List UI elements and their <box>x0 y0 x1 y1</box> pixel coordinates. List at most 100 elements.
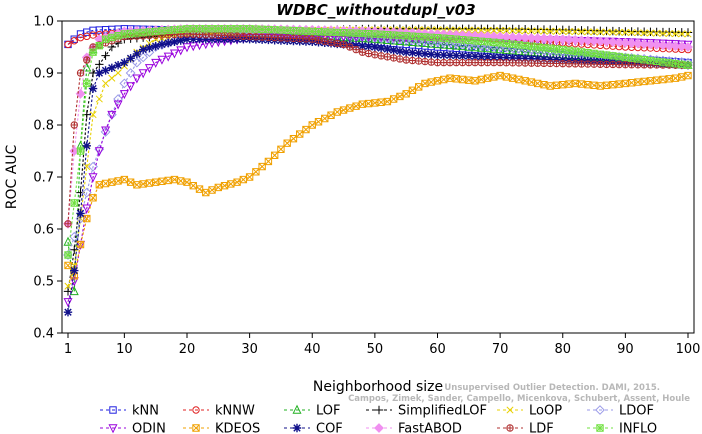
data-point-loop <box>628 29 636 37</box>
data-point-kdeos <box>371 99 379 107</box>
data-point-inflo <box>101 35 110 43</box>
data-point-inflo <box>383 31 392 39</box>
data-point-ldf <box>440 58 448 67</box>
data-point-kdeos <box>101 179 110 188</box>
data-point-ldf <box>502 59 511 67</box>
data-point-inflo <box>220 25 229 33</box>
data-point-inflo <box>333 28 341 37</box>
data-point-inflo <box>346 29 354 37</box>
data-point-kdeos <box>202 188 210 197</box>
data-point-kdeos <box>596 82 605 90</box>
data-point-loop <box>621 28 629 36</box>
data-point-kdeos <box>258 162 266 171</box>
data-point-kdeos <box>220 181 229 190</box>
data-point-kdeos <box>440 75 448 84</box>
data-point-kdeos <box>327 111 335 119</box>
data-point-inflo <box>189 25 197 33</box>
legend-label: KDEOS <box>215 422 260 434</box>
data-point-inflo <box>202 25 210 33</box>
data-point-ldf <box>496 58 504 67</box>
data-point-lof <box>389 35 399 45</box>
data-point-ldf <box>371 51 379 59</box>
data-point-kdeos <box>421 79 429 88</box>
data-point-loop <box>64 282 72 290</box>
data-point-cof <box>383 44 392 54</box>
legend: kNN kNNW LOF SimplifiedLOF LoOP LDOF ODIN KDEOS… <box>100 404 657 434</box>
data-point-inflo <box>358 29 367 38</box>
data-point-kdeos <box>665 75 673 83</box>
data-point-cof <box>182 35 192 44</box>
data-point-cof <box>88 84 98 93</box>
data-point-cof <box>120 58 129 67</box>
data-point-kdeos <box>126 178 135 186</box>
x-tick-label: 20 <box>179 342 196 357</box>
data-point-ldf <box>621 61 630 69</box>
data-point-cof <box>107 63 117 72</box>
data-point-inflo <box>427 33 435 41</box>
data-point-inflo <box>114 32 122 40</box>
legend-marker <box>192 406 200 414</box>
data-point-fastabod <box>676 41 687 52</box>
data-point-fastabod <box>532 33 543 44</box>
data-point-ldf <box>245 32 254 41</box>
data-point-ldf <box>389 54 398 62</box>
data-point-cof <box>539 55 549 64</box>
data-point-inflo <box>477 37 486 45</box>
legend-marker <box>292 404 302 414</box>
data-point-inflo <box>314 27 323 36</box>
data-point-cof <box>439 50 448 60</box>
data-point-inflo <box>646 56 655 65</box>
data-point-inflo <box>415 32 423 41</box>
data-point-inflo <box>139 28 147 37</box>
legend-marker <box>374 405 384 415</box>
data-point-inflo <box>339 29 348 37</box>
legend-item-ldof: LDOF <box>587 404 654 419</box>
data-point-cof <box>138 45 148 54</box>
x-tick-label: 60 <box>429 342 446 357</box>
data-point-cof <box>520 54 530 63</box>
data-point-ldf <box>490 58 498 67</box>
data-point-cof <box>458 51 467 61</box>
data-point-loop <box>108 74 116 82</box>
data-point-kdeos <box>302 125 310 134</box>
data-point-cof <box>189 35 198 44</box>
legend-label: FastABOD <box>398 422 462 434</box>
data-point-kdeos <box>590 81 598 90</box>
data-point-inflo <box>527 42 536 50</box>
data-point-loop <box>509 27 517 35</box>
data-point-fastabod <box>632 38 643 49</box>
data-point-ldf <box>521 59 529 67</box>
series-line-simplifiedlof <box>67 28 689 292</box>
data-point-kdeos <box>678 73 686 81</box>
data-point-ldf <box>596 60 605 68</box>
data-point-cof <box>195 35 204 44</box>
data-point-inflo <box>245 25 254 33</box>
legend-item-fastabod: FastABOD <box>366 422 462 434</box>
data-point-inflo <box>684 61 692 69</box>
data-point-inflo <box>508 40 517 48</box>
data-point-simplifiedlof <box>683 28 693 37</box>
data-point-odin <box>107 110 117 120</box>
data-point-cof <box>132 49 142 59</box>
data-point-ldf <box>358 48 367 56</box>
legend-marker <box>292 423 302 433</box>
data-point-loop <box>114 69 122 77</box>
data-point-lof <box>395 35 405 45</box>
data-point-cof <box>176 36 185 45</box>
data-point-cof <box>464 51 474 61</box>
series-odin <box>63 32 693 308</box>
legend-marker <box>109 406 117 414</box>
data-point-ldf <box>483 58 492 67</box>
legend-item-inflo: INFLO <box>587 422 657 434</box>
data-point-kdeos <box>83 214 91 223</box>
data-point-cof <box>508 53 517 63</box>
data-point-cof <box>408 48 417 57</box>
data-point-cof <box>376 43 386 53</box>
data-point-loop <box>89 111 97 119</box>
data-point-cof <box>101 66 110 75</box>
data-point-fastabod <box>645 39 656 50</box>
legend-label: ODIN <box>132 422 166 434</box>
data-point-inflo <box>640 56 648 64</box>
data-point-loop <box>640 29 648 37</box>
data-point-cof <box>370 42 380 52</box>
